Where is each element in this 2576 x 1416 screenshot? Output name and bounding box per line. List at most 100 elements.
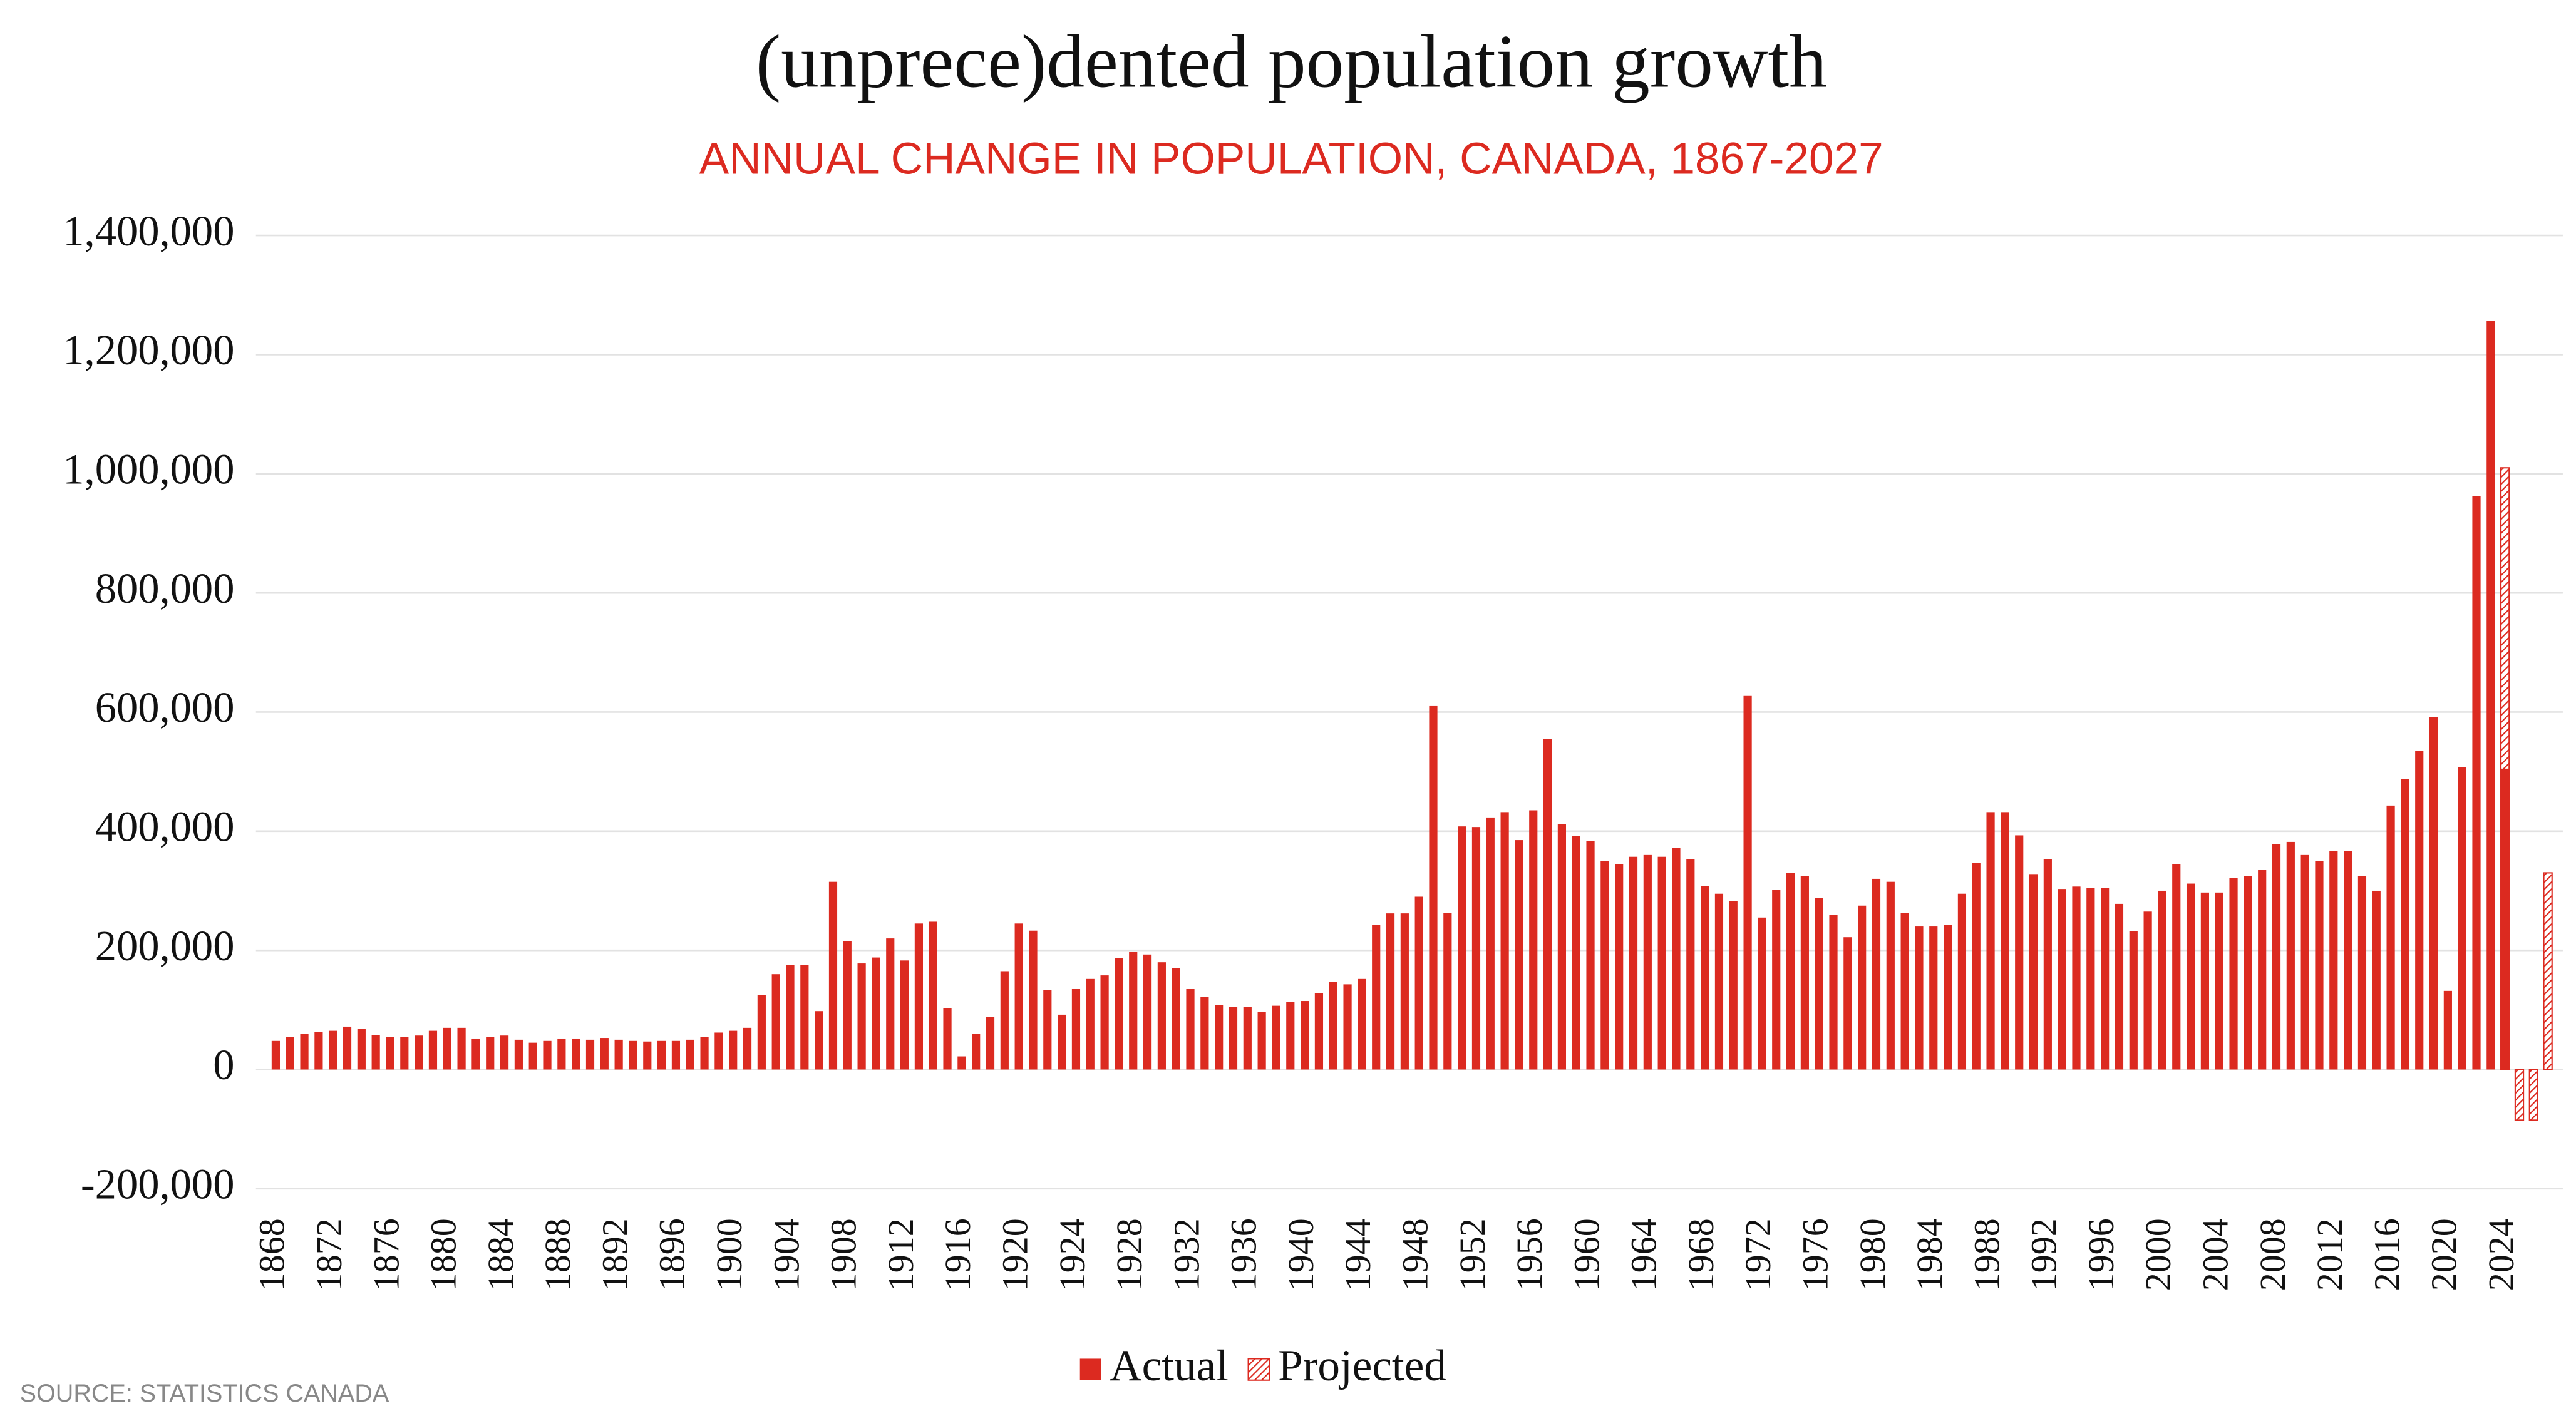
bar	[1829, 915, 1838, 1070]
y-tick-label: 1,000,000	[63, 446, 234, 493]
bar	[1086, 978, 1095, 1070]
bar	[1115, 958, 1123, 1070]
bar	[1243, 1007, 1252, 1070]
x-tick-label: 1984	[1909, 1218, 1950, 1291]
bar	[543, 1040, 552, 1070]
bar	[1414, 896, 1423, 1070]
x-tick-label: 2000	[2138, 1218, 2178, 1291]
bar	[1157, 962, 1166, 1070]
bar	[2186, 883, 2195, 1070]
bar	[514, 1039, 523, 1070]
bar	[2101, 888, 2110, 1070]
x-tick-label: 1936	[1224, 1218, 1264, 1291]
bar	[2029, 874, 2038, 1070]
bar	[643, 1041, 652, 1070]
bar	[286, 1037, 294, 1070]
bar	[2357, 876, 2367, 1070]
bar	[1129, 952, 1138, 1070]
bar	[1929, 926, 1938, 1070]
x-tick-label: 1968	[1681, 1218, 1721, 1291]
bar	[400, 1037, 409, 1070]
bar	[2286, 841, 2295, 1070]
bar	[886, 938, 895, 1070]
bar	[357, 1029, 366, 1070]
x-tick-label: 1972	[1738, 1218, 1778, 1291]
bar	[771, 974, 780, 1070]
bar	[2229, 878, 2238, 1070]
bar	[300, 1034, 309, 1070]
bar	[1100, 975, 1109, 1070]
bar	[2344, 851, 2352, 1070]
bar	[1400, 913, 1409, 1070]
x-tick-label: 1908	[823, 1218, 864, 1291]
bar	[1586, 841, 1595, 1070]
x-tick-label: 1896	[652, 1218, 693, 1291]
bar	[2015, 835, 2024, 1070]
bar	[2158, 890, 2166, 1070]
bar	[2001, 812, 2009, 1070]
bar	[657, 1040, 666, 1070]
x-tick-label: 1888	[537, 1218, 578, 1291]
bar	[629, 1040, 637, 1070]
legend-label: Projected	[1278, 1342, 1446, 1390]
source-note: SOURCE: STATISTICS CANADA	[20, 1380, 389, 1407]
bar	[2501, 768, 2510, 1070]
bar	[1515, 840, 1523, 1070]
x-tick-label: 1876	[366, 1218, 406, 1291]
bar	[843, 941, 852, 1070]
x-tick-label: 2012	[2309, 1218, 2350, 1291]
y-tick-label: -200,000	[81, 1161, 235, 1208]
bar	[1372, 925, 1381, 1070]
bar	[872, 957, 880, 1070]
bar	[500, 1035, 509, 1070]
bar	[2043, 859, 2052, 1070]
bar	[1786, 873, 1795, 1070]
bar	[2200, 892, 2209, 1070]
bar	[1600, 861, 1609, 1070]
bar	[1329, 982, 1337, 1070]
bar	[2272, 844, 2281, 1070]
bar	[2472, 496, 2481, 1070]
x-tick-label: 2024	[2481, 1218, 2522, 1291]
x-tick-label: 1924	[1052, 1218, 1093, 1291]
x-tick-label: 1996	[2081, 1218, 2121, 1291]
bar	[2486, 321, 2495, 1070]
x-tick-label: 1900	[709, 1218, 750, 1291]
bar	[1257, 1012, 1266, 1070]
bar	[1743, 695, 1752, 1070]
bar	[943, 1008, 952, 1070]
bar	[1043, 990, 1052, 1070]
bar	[1772, 890, 1781, 1070]
bar	[914, 923, 923, 1070]
bar	[1314, 993, 1324, 1070]
bar	[1029, 930, 1038, 1070]
bar	[1500, 812, 1509, 1070]
bar	[743, 1027, 752, 1070]
bar	[1800, 876, 1809, 1070]
bar	[1200, 997, 1209, 1070]
bar	[1657, 856, 1666, 1070]
bar	[815, 1011, 823, 1070]
bar	[2143, 911, 2152, 1070]
bar	[2258, 870, 2267, 1070]
bar	[1229, 1007, 1238, 1070]
bar	[729, 1030, 738, 1070]
bar	[1557, 824, 1566, 1070]
bar	[486, 1037, 495, 1070]
bar	[2401, 779, 2409, 1070]
bar	[1343, 984, 1352, 1070]
y-tick-label: 600,000	[95, 684, 235, 731]
bar	[828, 881, 838, 1070]
bar	[2172, 864, 2181, 1070]
y-tick-label: 400,000	[95, 803, 235, 851]
bar	[1615, 864, 1624, 1070]
bar	[428, 1030, 438, 1070]
bar	[1358, 978, 1366, 1070]
x-tick-label: 1992	[2024, 1218, 2064, 1291]
bar	[1843, 937, 1852, 1070]
bar	[929, 921, 937, 1070]
bar	[343, 1026, 352, 1070]
y-tick-label: 1,400,000	[63, 207, 234, 255]
bar	[2543, 872, 2553, 1070]
bar	[1071, 988, 1081, 1070]
